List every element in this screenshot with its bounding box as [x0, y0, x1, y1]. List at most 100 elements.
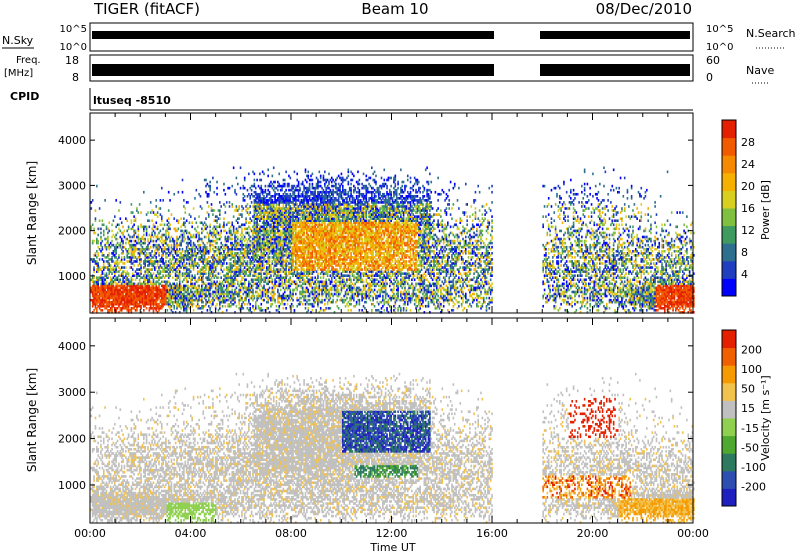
- power-cell: [238, 264, 240, 267]
- power-cell: [182, 254, 184, 257]
- power-cell: [262, 278, 264, 281]
- power-cell: [162, 274, 164, 277]
- power-cell: [273, 221, 275, 224]
- power-cell: [121, 221, 123, 224]
- power-cell: [153, 236, 155, 239]
- power-cell: [213, 246, 215, 249]
- power-cell: [205, 272, 207, 275]
- power-cell: [233, 248, 235, 251]
- power-cell: [292, 289, 294, 292]
- power-cell: [172, 283, 174, 286]
- power-cell: [241, 297, 243, 300]
- power-cell: [305, 191, 307, 194]
- power-cell: [114, 287, 116, 290]
- power-cell: [237, 281, 239, 284]
- power-cell: [306, 276, 308, 279]
- power-cell: [251, 240, 253, 243]
- power-cell: [179, 248, 181, 251]
- power-cell: [207, 246, 209, 249]
- power-cell: [172, 248, 174, 251]
- power-cell: [259, 307, 261, 310]
- power-cell: [302, 283, 304, 286]
- power-cell: [125, 287, 127, 290]
- power-cell: [191, 236, 193, 239]
- power-cell: [158, 244, 160, 247]
- power-cell: [151, 228, 153, 231]
- power-cell: [155, 236, 157, 239]
- power-cell: [158, 260, 160, 263]
- power-cell: [296, 297, 298, 300]
- power-cell: [194, 236, 196, 239]
- power-cell: [118, 223, 120, 226]
- power-cell: [157, 281, 159, 284]
- power-cell: [209, 301, 211, 304]
- power-cell: [146, 226, 148, 229]
- power-cell: [262, 252, 264, 255]
- power-cell: [215, 305, 217, 308]
- power-cell: [241, 213, 243, 216]
- power-cell: [278, 274, 280, 277]
- power-cell: [215, 283, 217, 286]
- power-cell: [160, 223, 162, 226]
- power-cell: [276, 305, 278, 308]
- power-cell: [220, 276, 222, 279]
- power-cell: [139, 268, 141, 271]
- power-cell: [269, 281, 271, 284]
- power-cell: [126, 230, 128, 233]
- power-cell: [310, 179, 312, 182]
- power-cell: [167, 248, 169, 251]
- power-cell: [244, 199, 246, 202]
- power-cell: [269, 223, 271, 226]
- power-cell: [176, 258, 178, 261]
- power-cell: [104, 278, 106, 281]
- power-cell: [122, 270, 124, 273]
- power-cell: [251, 250, 253, 253]
- power-cell: [278, 305, 280, 308]
- power-cell: [259, 276, 261, 279]
- power-cell: [140, 276, 142, 279]
- power-cell: [196, 305, 198, 308]
- power-cell: [204, 293, 206, 296]
- power-cell: [258, 285, 260, 288]
- power-cell: [262, 207, 264, 210]
- power-cell: [136, 248, 138, 251]
- power-cell: [151, 256, 153, 259]
- power-cell: [208, 234, 210, 237]
- power-cell: [292, 305, 294, 308]
- power-cell: [251, 201, 253, 204]
- power-cell: [216, 295, 218, 298]
- power-cell: [151, 219, 153, 222]
- power-cell: [140, 244, 142, 247]
- power-cell: [149, 234, 151, 237]
- power-cell: [272, 175, 274, 178]
- power-cell: [248, 274, 250, 277]
- power-cell: [144, 248, 146, 251]
- power-cell: [306, 181, 308, 184]
- power-cell: [247, 303, 249, 306]
- power-cell: [301, 236, 303, 239]
- power-cell: [164, 262, 166, 265]
- power-cell: [291, 281, 293, 284]
- power-cell: [147, 244, 149, 247]
- power-cell: [172, 254, 174, 257]
- power-cell: [310, 264, 312, 267]
- power-cell: [167, 228, 169, 231]
- power-cell: [211, 262, 213, 265]
- power-cell: [190, 215, 192, 218]
- power-cell: [292, 185, 294, 188]
- power-cell: [96, 307, 98, 310]
- power-cell: [247, 228, 249, 231]
- power-cell: [230, 295, 232, 298]
- power-cell: [209, 283, 211, 286]
- power-cell: [292, 211, 294, 214]
- power-cell: [255, 187, 257, 190]
- power-cell: [263, 195, 265, 198]
- power-cell: [262, 221, 264, 224]
- power-cell: [120, 242, 122, 245]
- power-cell: [309, 278, 311, 281]
- power-cell: [284, 264, 286, 267]
- power-cell: [247, 287, 249, 290]
- power-cell: [202, 266, 204, 269]
- power-cell: [103, 272, 105, 275]
- power-cell: [135, 244, 137, 247]
